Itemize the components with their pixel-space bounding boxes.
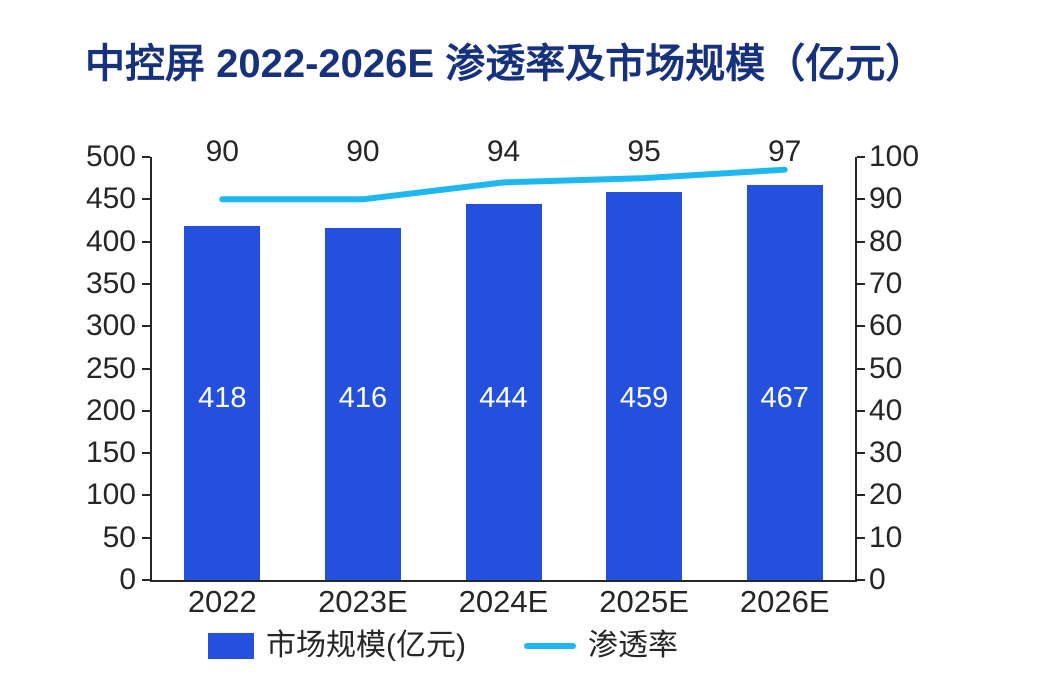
x-axis-category-label: 2023E: [318, 584, 408, 619]
y-axis-right-tick: [857, 240, 865, 243]
market-size-bar: [465, 204, 542, 580]
y-axis-right-tick: [857, 156, 865, 158]
y-axis-left-tick-label: 450: [85, 182, 136, 216]
y-axis-right-tick-label: 100: [869, 140, 920, 173]
x-axis-spine: [150, 580, 857, 582]
y-axis-right-tick-label: 90: [869, 182, 903, 216]
y-axis-right-tick-label: 20: [869, 478, 903, 512]
y-axis-left-tick: [142, 367, 150, 370]
y-axis-left-tick-label: 200: [85, 393, 136, 427]
market-size-bar: [606, 191, 683, 580]
legend-label-penetration: 渗透率: [587, 629, 678, 662]
y-axis-left-tick-label: 100: [85, 478, 136, 512]
chart-title: 中控屏 2022-2026E 渗透率及市场规模（亿元）: [85, 42, 926, 86]
y-axis-left-tick: [142, 325, 150, 328]
y-axis-right-tick-label: 60: [869, 309, 903, 343]
y-axis-left-tick-label: 150: [85, 436, 136, 470]
y-axis-right-tick: [857, 409, 865, 412]
y-axis-left-tick-label: 500: [85, 140, 136, 173]
y-axis-right-tick: [857, 494, 865, 497]
y-axis-left-tick-label: 0: [119, 563, 136, 596]
line-value-label: 95: [627, 135, 661, 168]
y-axis-left-tick-label: 400: [85, 224, 136, 258]
y-axis-left-tick: [142, 536, 150, 539]
y-axis-right-tick-label: 50: [869, 351, 903, 385]
y-axis-right-tick-label: 10: [869, 520, 903, 554]
y-axis-right-tick: [857, 452, 865, 455]
x-axis-category-label: 2022: [187, 584, 257, 619]
y-axis-left-tick-label: 50: [102, 520, 136, 554]
y-axis-right-tick-label: 30: [869, 436, 903, 470]
y-axis-left-tick: [142, 452, 150, 455]
y-axis-left-tick: [142, 282, 150, 285]
market-size-bar: [324, 228, 401, 580]
y-axis-right-tick: [857, 325, 865, 328]
x-axis-category-label: 2025E: [599, 584, 689, 619]
line-value-label: 90: [346, 135, 380, 168]
legend-item-market-size: 市场规模(亿元): [208, 629, 466, 663]
legend-bar-swatch-icon: [208, 633, 254, 659]
y-axis-right-tick-label: 70: [869, 266, 903, 300]
y-axis-right-tick: [857, 282, 865, 285]
y-axis-left-tick-label: 350: [85, 266, 136, 300]
bar-value-label: 418: [198, 382, 247, 414]
line-value-label: 94: [486, 135, 521, 168]
y-axis-left-tick-label: 300: [85, 309, 136, 343]
bar-value-label: 416: [338, 382, 388, 414]
y-axis-right-tick: [857, 367, 865, 370]
y-axis-right-tick: [857, 579, 865, 581]
line-value-label: 90: [205, 135, 239, 168]
bar-value-label: 467: [760, 382, 809, 414]
y-axis-right-tick-label: 80: [869, 224, 903, 258]
y-axis-left-tick: [142, 198, 150, 201]
x-axis-category-label: 2024E: [458, 584, 549, 619]
market-size-bar: [746, 184, 823, 580]
legend: 市场规模(亿元) 渗透率: [208, 628, 678, 664]
line-value-label: 97: [768, 135, 802, 168]
bar-value-label: 444: [479, 382, 528, 414]
legend-line-swatch-icon: [523, 643, 576, 649]
y-axis-left-tick: [142, 494, 150, 497]
legend-label-market-size: 市场规模(亿元): [266, 629, 466, 662]
y-axis-left-tick: [142, 579, 150, 581]
y-axis-right-spine: [855, 157, 857, 582]
x-axis-category-label: 2026E: [739, 584, 830, 619]
y-axis-right-tick-label: 40: [869, 393, 903, 427]
y-axis-right-tick: [857, 198, 865, 201]
bar-value-label: 459: [619, 382, 669, 414]
market-size-bar: [184, 226, 261, 580]
y-axis-left-tick: [142, 240, 150, 243]
penetration-line-path: [219, 166, 788, 203]
y-axis-left-tick-label: 250: [85, 351, 136, 385]
y-axis-left-tick: [142, 409, 150, 412]
y-axis-left-spine: [150, 157, 152, 582]
y-axis-left-tick: [142, 156, 150, 158]
legend-item-penetration: 渗透率: [523, 629, 678, 663]
y-axis-right-tick: [857, 536, 865, 539]
y-axis-right-tick-label: 0: [869, 563, 886, 596]
